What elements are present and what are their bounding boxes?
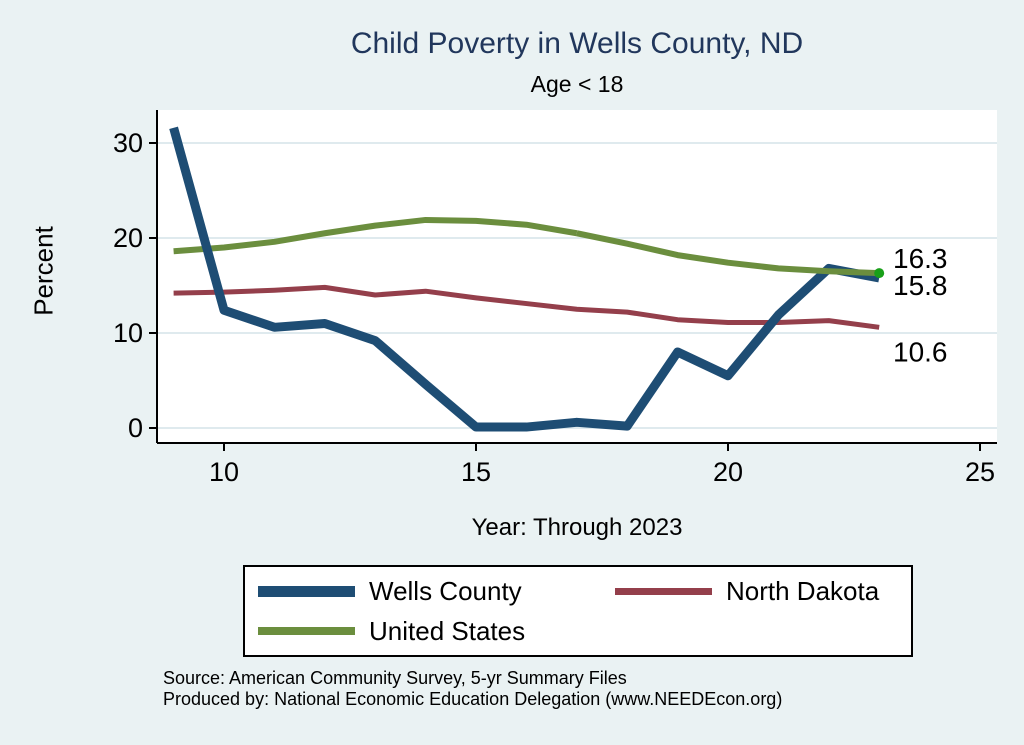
x-tick-label-15: 15 <box>461 457 491 487</box>
source-line: Source: American Community Survey, 5-yr … <box>163 668 627 688</box>
chart-plot-area: 0 10 20 30 10 15 20 25 15.8 10.6 16.3 <box>113 110 997 487</box>
y-tick-label-10: 10 <box>113 318 143 348</box>
legend-label-united-states: United States <box>369 615 526 646</box>
legend-label-wells-county: Wells County <box>369 575 522 606</box>
series-line-united-states-a <box>173 216 578 255</box>
produced-by-line: Produced by: National Economic Education… <box>163 689 783 709</box>
legend-swatch-north-dakota <box>615 587 712 595</box>
legend-swatch-united-states <box>258 627 355 635</box>
legend-swatch-wells-county <box>258 585 355 597</box>
legend-label-north-dakota: North Dakota <box>726 575 880 606</box>
x-tick-label-20: 20 <box>713 457 743 487</box>
y-tick-label-30: 30 <box>113 128 143 158</box>
end-label-united-states: 16.3 <box>893 243 948 274</box>
x-tick-label-10: 10 <box>209 457 239 487</box>
x-tick-label-25: 25 <box>965 457 995 487</box>
series-line-united-states-b <box>576 230 880 277</box>
x-axis-title: Year: Through 2023 <box>471 514 683 541</box>
legend-item-north-dakota: North Dakota <box>615 571 911 611</box>
end-label-wells-county: 15.8 <box>893 270 948 301</box>
series-line-wells-county <box>169 126 881 432</box>
series-line-north-dakota <box>173 284 880 330</box>
legend-item-wells-county: Wells County <box>258 571 615 611</box>
chart-subtitle: Age < 18 <box>530 71 624 97</box>
y-tick-label-0: 0 <box>128 413 143 443</box>
chart-title: Child Poverty in Wells County, ND <box>350 27 804 60</box>
end-label-north-dakota: 10.6 <box>893 336 948 367</box>
us-end-marker <box>874 268 885 279</box>
chart-legend: Wells County North Dakota United States <box>243 565 913 657</box>
y-tick-label-20: 20 <box>113 223 143 253</box>
source-note: Source: American Community Survey, 5-yr … <box>163 668 782 710</box>
legend-item-united-states: United States <box>258 611 615 651</box>
